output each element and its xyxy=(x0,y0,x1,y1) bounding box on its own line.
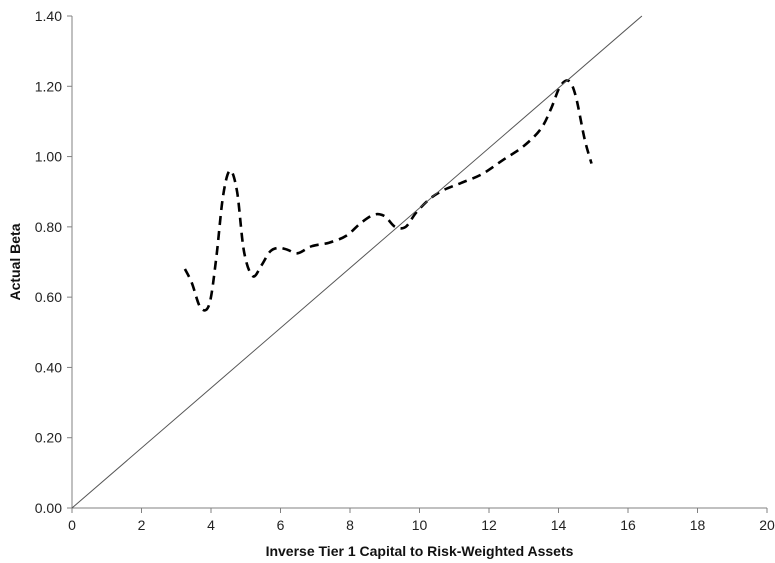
x-tick-label: 10 xyxy=(412,517,428,533)
x-tick-label: 12 xyxy=(481,517,497,533)
y-tick-label: 1.00 xyxy=(35,149,62,165)
x-tick-label: 14 xyxy=(551,517,567,533)
y-tick-label: 0.60 xyxy=(35,289,62,305)
x-tick-label: 20 xyxy=(759,517,775,533)
series-dashed-line xyxy=(183,79,593,312)
x-ticks: 0 2 4 6 8 10 12 14 16 18 20 xyxy=(68,508,775,533)
axes xyxy=(71,16,767,509)
x-tick-label: 8 xyxy=(346,517,354,533)
y-axis-label: Actual Beta xyxy=(7,223,23,300)
x-tick-label: 2 xyxy=(138,517,146,533)
series-layer xyxy=(71,15,643,509)
x-tick-label: 18 xyxy=(690,517,706,533)
x-tick-label: 4 xyxy=(207,517,215,533)
x-tick-label: 0 xyxy=(68,517,76,533)
x-tick-label: 16 xyxy=(620,517,636,533)
series-reference-line xyxy=(71,15,643,509)
x-axis-label: Inverse Tier 1 Capital to Risk-Weighted … xyxy=(266,543,574,559)
y-tick-label: 0.00 xyxy=(35,500,62,516)
y-tick-label: 0.40 xyxy=(35,359,62,375)
y-tick-label: 1.40 xyxy=(35,8,62,24)
x-tick-label: 6 xyxy=(277,517,285,533)
y-ticks: 0.00 0.20 0.40 0.60 0.80 1.00 1.20 1.40 xyxy=(35,8,72,516)
y-tick-label: 0.80 xyxy=(35,219,62,235)
y-tick-label: 1.20 xyxy=(35,78,62,94)
y-tick-label: 0.20 xyxy=(35,430,62,446)
